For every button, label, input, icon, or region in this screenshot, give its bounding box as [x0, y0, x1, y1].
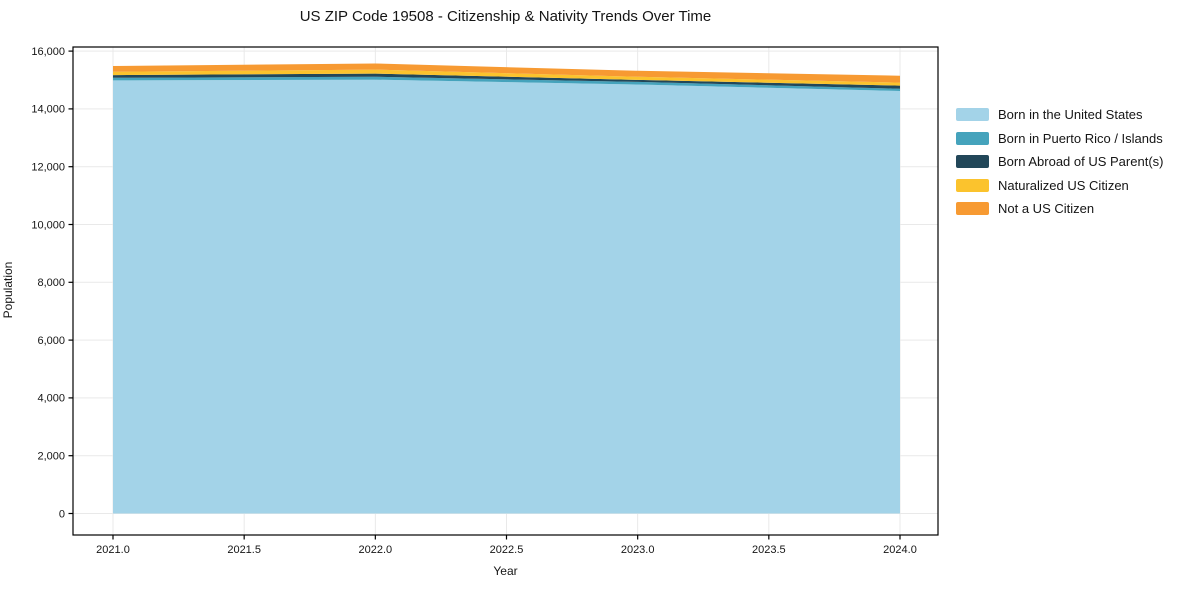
legend-item-3: Naturalized US Citizen	[956, 177, 1163, 193]
y-tick-label: 16,000	[31, 46, 65, 58]
y-tick-label: 6,000	[37, 335, 65, 347]
y-tick-label: 12,000	[31, 162, 65, 174]
area-series-3	[113, 69, 900, 86]
legend-item-4: Not a US Citizen	[956, 201, 1163, 216]
area-series-4	[113, 63, 900, 83]
x-tick-label: 2022.5	[490, 544, 524, 556]
legend-label: Born in Puerto Rico / Islands	[998, 130, 1163, 146]
legend-item-1: Born in Puerto Rico / Islands	[956, 130, 1163, 146]
legend-label: Born Abroad of US Parent(s)	[998, 154, 1164, 169]
area-series-0	[113, 79, 900, 514]
legend-label: Naturalized US Citizen	[998, 177, 1129, 193]
y-tick-label: 2,000	[37, 451, 65, 463]
y-axis-label: Population	[1, 261, 15, 319]
plot-border	[72, 46, 939, 536]
y-tick-label: 0	[59, 508, 65, 520]
x-tick-label: 2021.0	[96, 544, 130, 556]
x-tick-label: 2024.0	[883, 544, 917, 556]
y-tick-label: 14,000	[31, 104, 65, 116]
y-tick-label: 4,000	[37, 393, 65, 405]
x-tick-label: 2023.0	[621, 544, 655, 556]
legend-swatch	[956, 131, 989, 145]
legend-item-0: Born in the United States	[956, 107, 1163, 122]
y-tick-label: 10,000	[31, 219, 65, 231]
y-tick-label: 8,000	[37, 277, 65, 289]
legend-swatch	[956, 108, 989, 121]
x-tick-label: 2022.0	[359, 544, 393, 556]
legend-label: Born in the United States	[998, 107, 1143, 122]
x-tick-label: 2021.5	[227, 544, 261, 556]
area-series-1	[113, 76, 900, 91]
legend-swatch	[956, 178, 989, 192]
chart-title: US ZIP Code 19508 - Citizenship & Nativi…	[299, 8, 712, 25]
legend-item-2: Born Abroad of US Parent(s)	[956, 154, 1164, 169]
legend-swatch	[956, 202, 989, 215]
x-axis-label: Year	[493, 564, 518, 578]
x-tick-label: 2023.5	[752, 544, 786, 556]
area-series-2	[113, 73, 900, 89]
legend: Born in the United States Born in Puerto …	[956, 107, 1164, 226]
legend-label: Not a US Citizen	[998, 201, 1095, 216]
legend-swatch	[956, 155, 989, 168]
